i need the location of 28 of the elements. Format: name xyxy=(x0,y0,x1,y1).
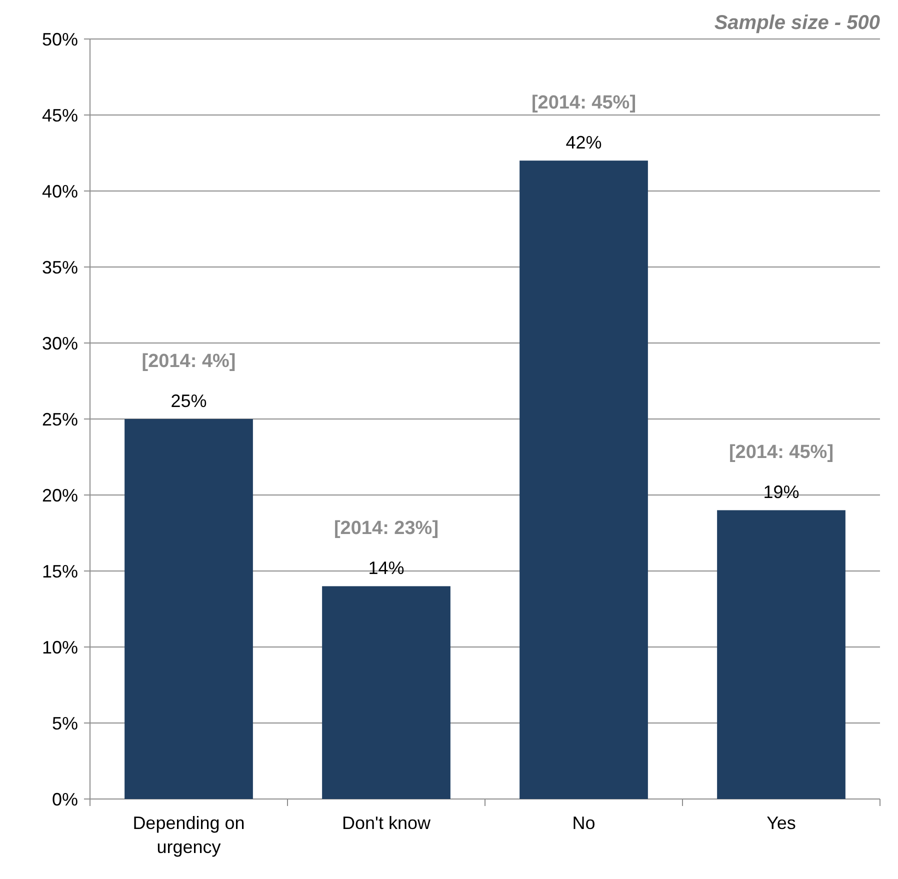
y-tick-label: 15% xyxy=(42,561,78,582)
y-tick-label: 10% xyxy=(42,637,78,658)
data-label: 42% xyxy=(566,132,602,153)
annotation: [2014: 45%] xyxy=(531,92,636,114)
x-tick-label: Yes xyxy=(766,813,796,833)
bar xyxy=(717,510,846,799)
x-tick-label: Depending on urgency xyxy=(132,813,245,857)
annotation: [2014: 23%] xyxy=(334,518,439,540)
annotation: [2014: 45%] xyxy=(728,442,834,464)
data-label: 14% xyxy=(368,558,404,578)
y-tick-label: 0% xyxy=(52,789,78,810)
x-tick-label: Don't know xyxy=(342,813,432,833)
y-tick-label: 30% xyxy=(42,333,78,354)
y-tick-label: 5% xyxy=(52,713,78,734)
bar xyxy=(520,160,648,799)
bar xyxy=(322,586,450,799)
annotation: [2014: 4%] xyxy=(142,351,236,372)
text: Sample size - 500 xyxy=(714,12,880,34)
y-tick-label: 40% xyxy=(42,181,78,202)
x-tick-label: No xyxy=(572,813,596,833)
y-tick-label: 45% xyxy=(42,105,78,126)
y-tick-label: 35% xyxy=(42,257,78,278)
y-tick-label: 25% xyxy=(42,409,78,430)
data-label: 25% xyxy=(170,391,207,411)
y-tick-label: 20% xyxy=(42,485,78,506)
data-label: 19% xyxy=(763,482,800,502)
y-tick-label: 50% xyxy=(42,29,78,50)
bar xyxy=(124,419,253,799)
